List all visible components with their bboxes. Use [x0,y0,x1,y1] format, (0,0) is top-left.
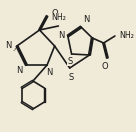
Text: O: O [101,62,108,71]
Text: S: S [67,57,72,66]
Text: S: S [68,73,73,82]
Text: NH₂: NH₂ [120,32,135,41]
Text: N: N [16,66,23,75]
Text: N: N [83,15,89,24]
Text: O: O [52,10,58,18]
Text: N: N [58,30,64,39]
Text: ·': ·' [12,47,16,53]
Text: NH₂: NH₂ [51,13,66,22]
Text: N: N [5,41,11,51]
Text: N: N [46,68,52,77]
